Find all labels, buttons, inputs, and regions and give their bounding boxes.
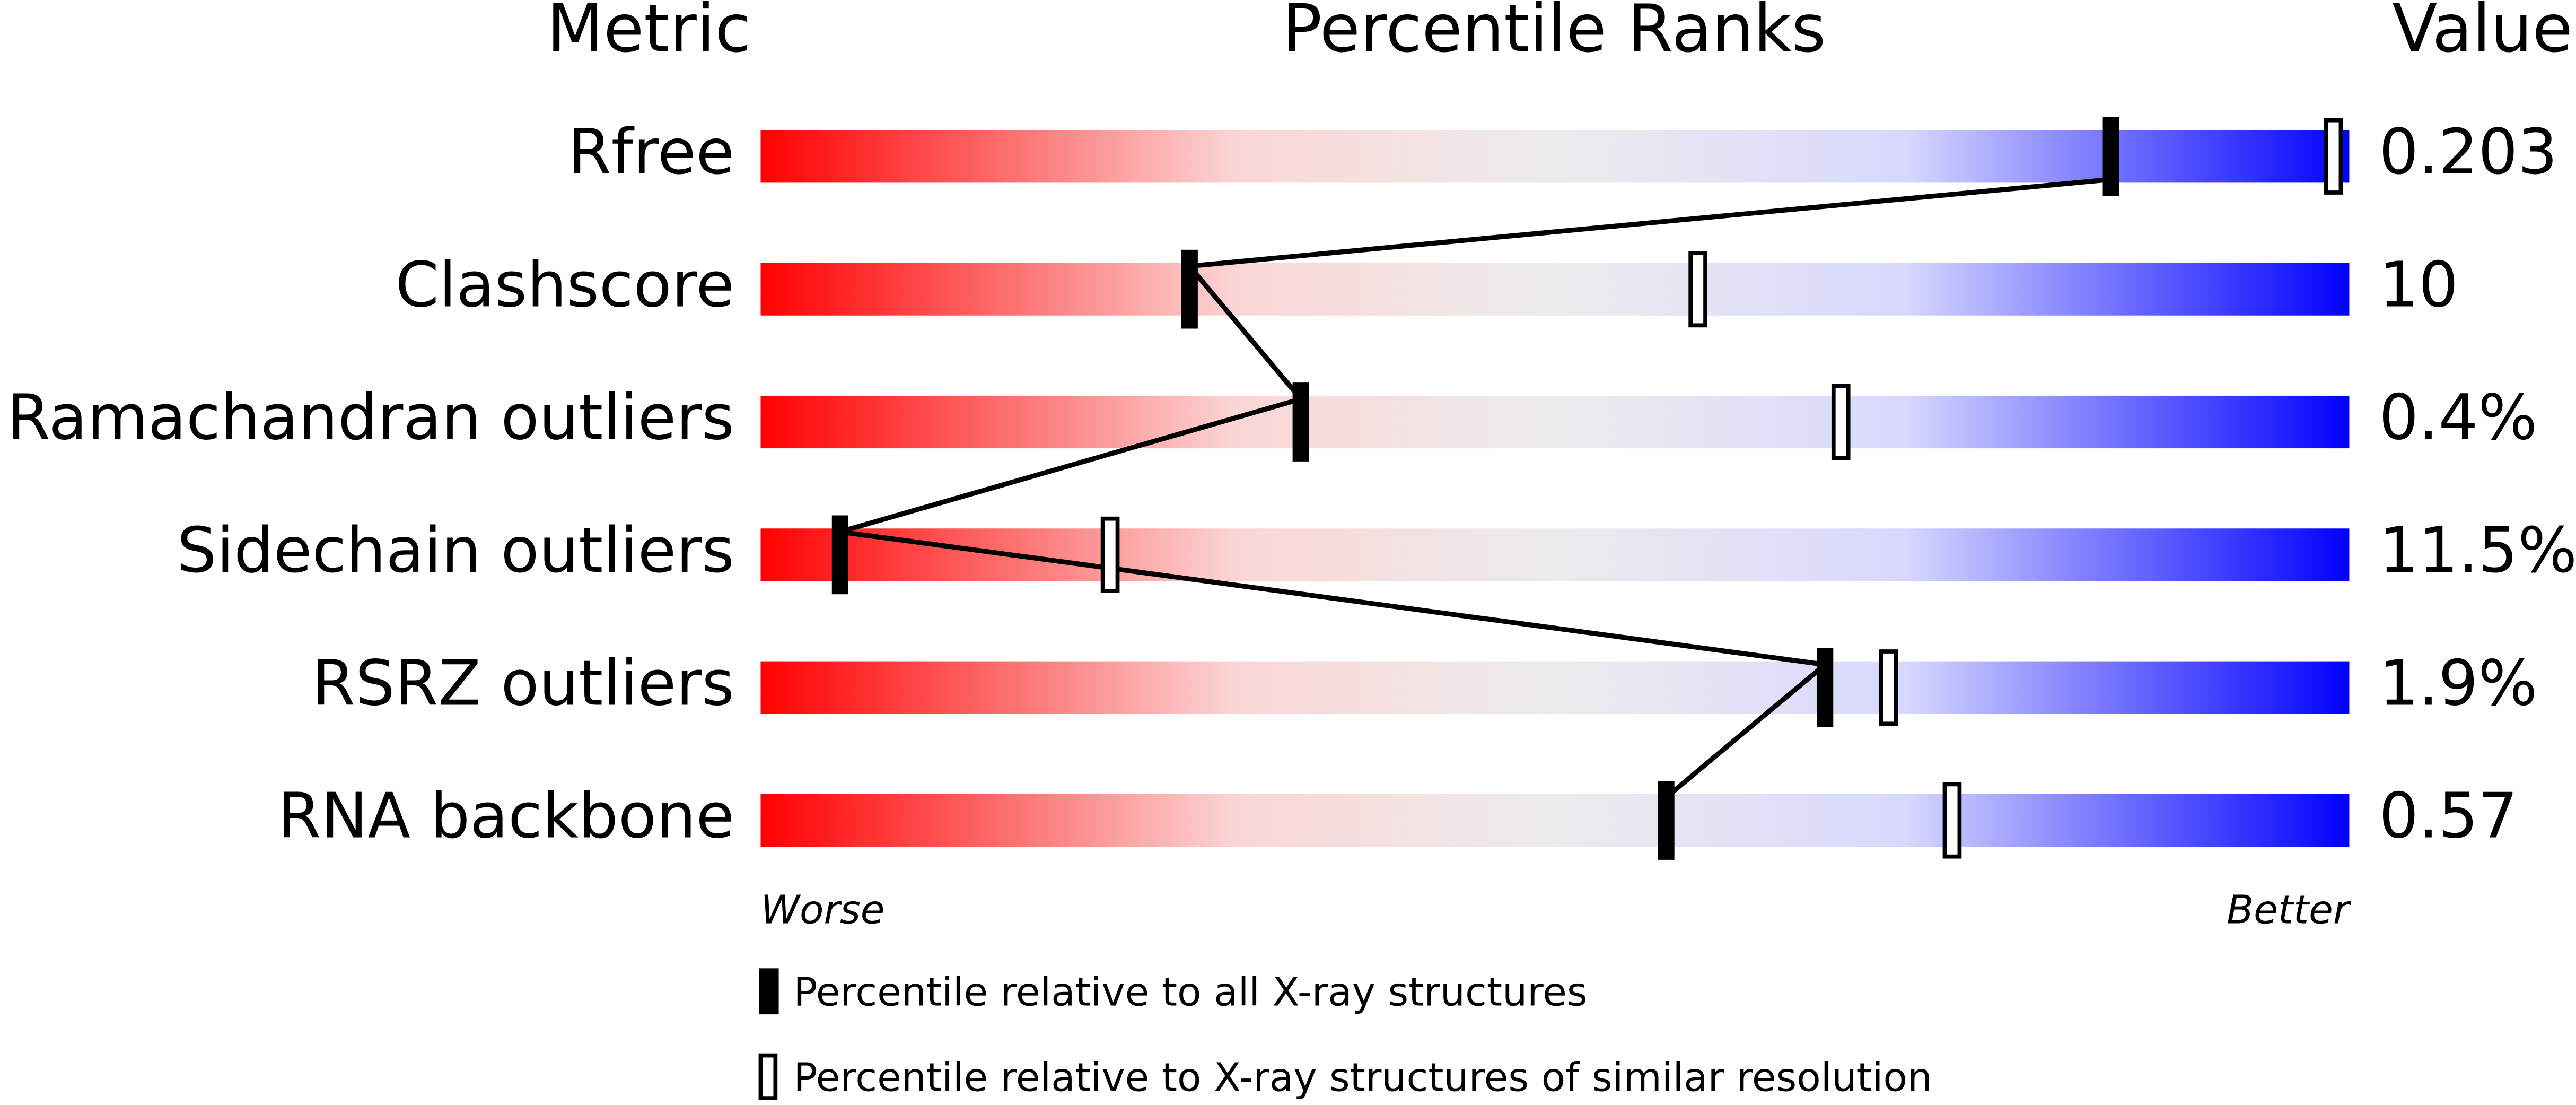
marker-similar (1100, 516, 1120, 593)
marker-all (2102, 117, 2119, 196)
marker-similar (1942, 782, 1962, 859)
percentile-bar (760, 130, 2350, 183)
metric-value: 0.203 (2379, 116, 2557, 188)
legend-swatch (759, 968, 779, 1015)
metric-value: 0.57 (2379, 780, 2518, 852)
metric-label: RSRZ outliers (312, 647, 734, 719)
marker-similar (1831, 384, 1851, 460)
metric-label: Rfree (568, 116, 734, 188)
header-metric: Metric (547, 0, 751, 67)
percentile-bar (760, 794, 2350, 847)
metric-label: Ramachandran outliers (7, 381, 734, 454)
marker-similar (1688, 251, 1707, 328)
legend-swatch (758, 1053, 778, 1100)
legend-label: Percentile relative to all X-ray structu… (793, 969, 1587, 1015)
metric-value: 11.5% (2379, 514, 2576, 587)
marker-all (1658, 781, 1675, 860)
marker-all (831, 515, 848, 595)
marker-all (1817, 648, 1834, 727)
metric-value: 0.4% (2379, 381, 2537, 454)
marker-all (1292, 382, 1309, 462)
header-percentile: Percentile Ranks (1282, 0, 1826, 67)
metric-value: 10 (2379, 248, 2458, 321)
marker-similar (1879, 649, 1898, 726)
axis-label-better: Better (2227, 887, 2352, 933)
percentile-bar (760, 263, 2350, 316)
connector-line (839, 177, 2111, 799)
header-value: Value (2393, 0, 2573, 67)
marker-similar (2324, 118, 2343, 195)
metric-label: Clashscore (396, 248, 734, 321)
percentile-bar (760, 661, 2350, 714)
axis-label-worse: Worse (760, 887, 884, 933)
metric-label: Sidechain outliers (177, 514, 734, 587)
metric-label: RNA backbone (278, 780, 734, 852)
metric-value: 1.9% (2379, 647, 2537, 719)
legend-label: Percentile relative to X-ray structures … (793, 1055, 1932, 1101)
marker-all (1181, 249, 1198, 329)
percentile-bar (760, 395, 2350, 449)
